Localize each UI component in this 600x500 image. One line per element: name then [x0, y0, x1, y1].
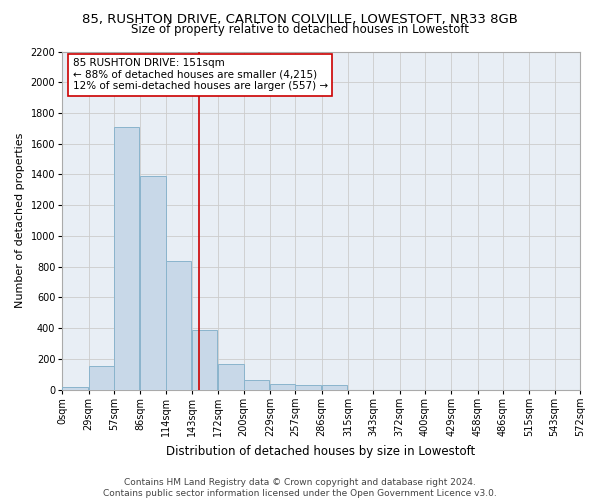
- Bar: [218, 364, 244, 390]
- Bar: [270, 384, 295, 390]
- Bar: [166, 262, 191, 390]
- Bar: [295, 385, 320, 390]
- Text: 85, RUSHTON DRIVE, CARLTON COLVILLE, LOWESTOFT, NR33 8GB: 85, RUSHTON DRIVE, CARLTON COLVILLE, LOW…: [82, 12, 518, 26]
- Bar: [192, 330, 217, 390]
- Bar: [140, 176, 166, 390]
- Bar: [322, 385, 347, 390]
- Bar: [62, 388, 88, 390]
- Y-axis label: Number of detached properties: Number of detached properties: [15, 133, 25, 308]
- Bar: [89, 366, 114, 390]
- Text: 85 RUSHTON DRIVE: 151sqm
← 88% of detached houses are smaller (4,215)
12% of sem: 85 RUSHTON DRIVE: 151sqm ← 88% of detach…: [73, 58, 328, 92]
- X-axis label: Distribution of detached houses by size in Lowestoft: Distribution of detached houses by size …: [166, 444, 476, 458]
- Bar: [244, 380, 269, 390]
- Bar: [114, 127, 139, 390]
- Text: Size of property relative to detached houses in Lowestoft: Size of property relative to detached ho…: [131, 22, 469, 36]
- Text: Contains HM Land Registry data © Crown copyright and database right 2024.
Contai: Contains HM Land Registry data © Crown c…: [103, 478, 497, 498]
